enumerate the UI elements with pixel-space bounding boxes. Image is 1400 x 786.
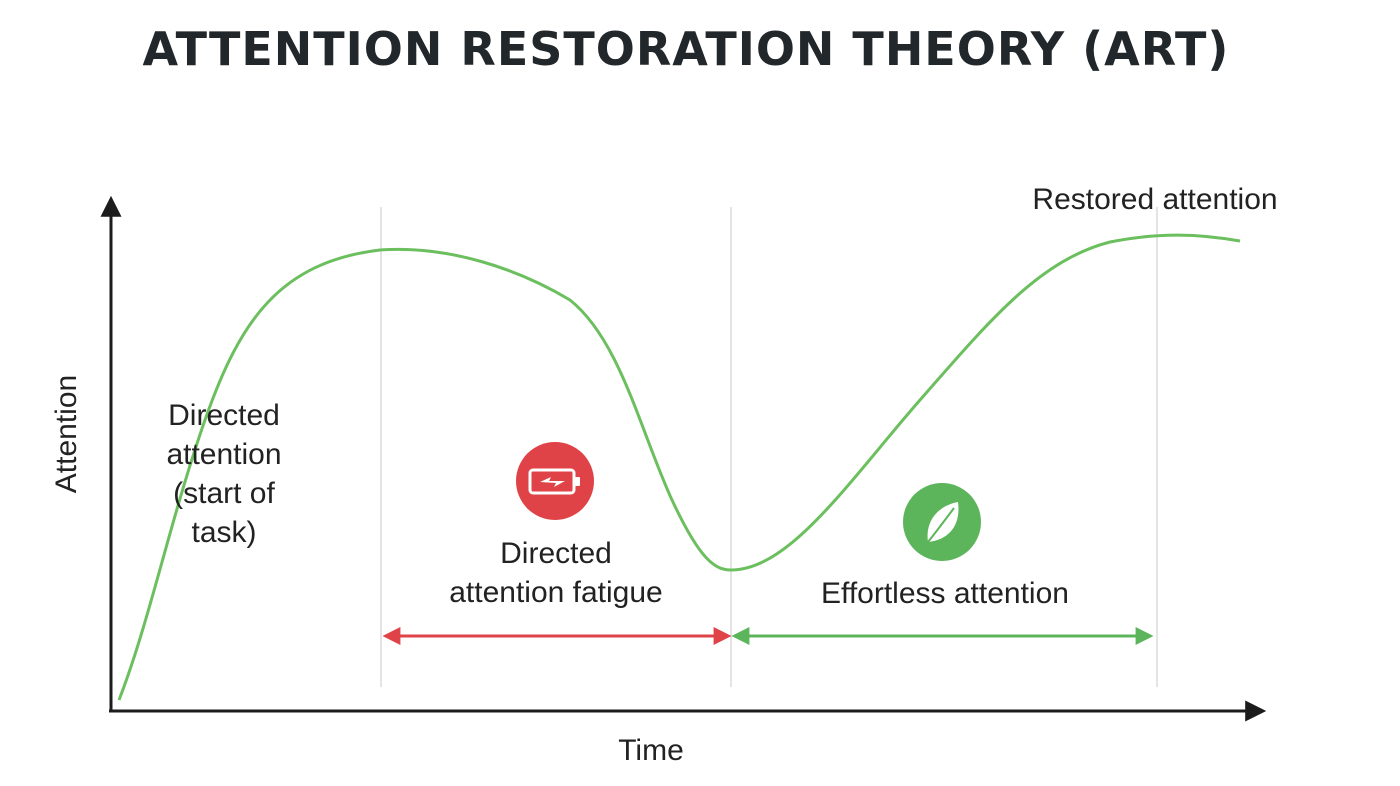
- x-axis-label: Time: [618, 734, 684, 767]
- restored-label: Restored attention: [1032, 183, 1277, 216]
- directed-attention-label: Directed attention (start of task): [166, 399, 281, 549]
- fatigue-label: Directed attention fatigue: [449, 537, 663, 609]
- fatigue-line-1: Directed: [500, 537, 612, 570]
- directed-attention-line-3: (start of: [173, 477, 275, 510]
- leaf-icon: [903, 483, 981, 561]
- directed-attention-line-2: attention: [166, 438, 281, 471]
- effortless-label: Effortless attention: [821, 577, 1069, 610]
- attention-curve: [117, 233, 1241, 701]
- y-axis-label: Attention: [50, 375, 83, 493]
- low-battery-icon: [516, 442, 594, 520]
- fatigue-line-2: attention fatigue: [449, 576, 663, 609]
- page-title: ATTENTION RESTORATION THEORY (ART): [142, 22, 1230, 76]
- directed-attention-line-1: Directed: [168, 399, 280, 432]
- directed-attention-line-4: task): [191, 516, 256, 549]
